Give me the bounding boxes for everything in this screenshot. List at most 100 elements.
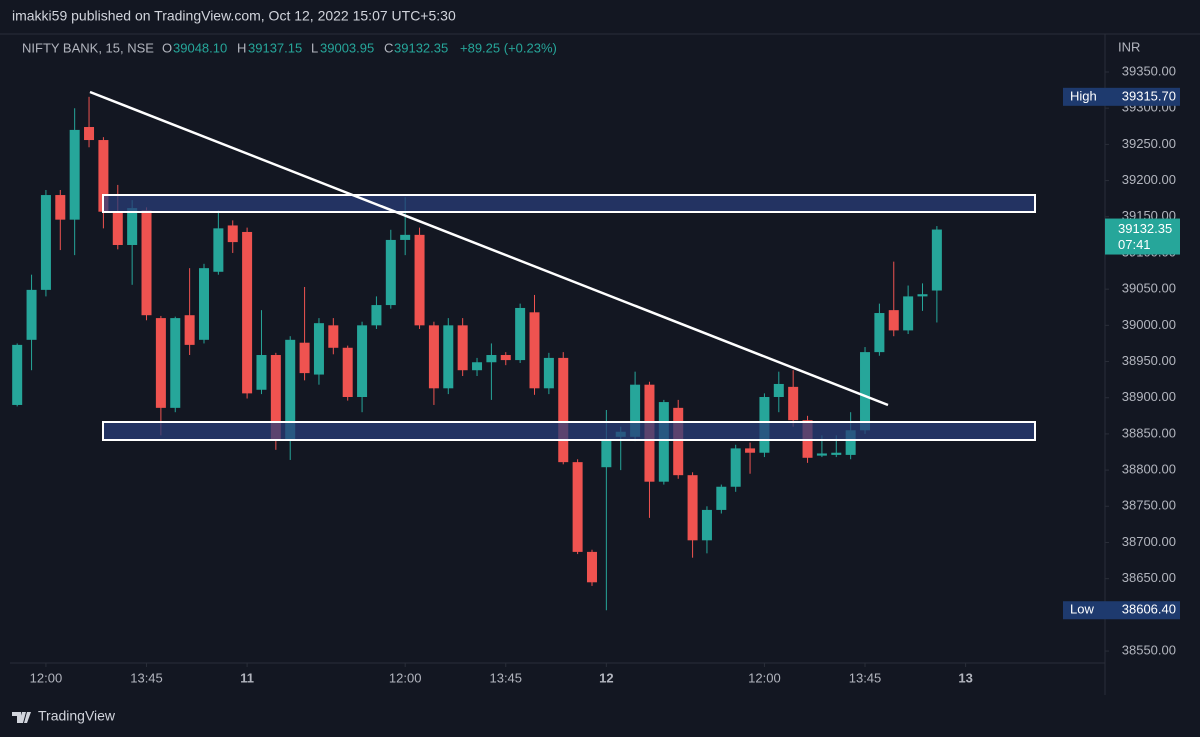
candle-body [687, 475, 698, 541]
candle-body [371, 305, 382, 326]
candle-body [98, 140, 109, 212]
candle-body [931, 229, 942, 291]
h-value: 39137.15 [248, 40, 302, 55]
price-marker-title: High [1070, 88, 1097, 103]
c-value: 39132.35 [394, 40, 448, 55]
candle-body [170, 318, 181, 408]
candle-body [745, 448, 756, 453]
l-value: 39003.95 [320, 40, 374, 55]
y-tick-label: 39350.00 [1122, 63, 1176, 78]
candle-body [357, 325, 368, 397]
x-tick-label: 12 [599, 670, 613, 685]
x-tick-label: 13:45 [130, 670, 163, 685]
candle-body [55, 195, 66, 220]
candle-body [184, 315, 195, 345]
y-tick-label: 38900.00 [1122, 389, 1176, 404]
candle-body [12, 344, 23, 405]
y-tick-label: 39250.00 [1122, 136, 1176, 151]
candle-body [328, 325, 339, 348]
candle-body [831, 452, 842, 455]
trend-line [89, 90, 889, 407]
candle-body [342, 347, 353, 397]
publisher: imakki59 published on TradingView.com, O… [12, 8, 456, 24]
candle-body [155, 318, 166, 408]
logo [12, 712, 31, 723]
y-tick-label: 38750.00 [1122, 498, 1176, 513]
resistance-zone [102, 194, 1036, 213]
candle-body [400, 234, 411, 240]
candle-body [270, 355, 281, 440]
candle-body [515, 307, 526, 361]
candle-body [227, 225, 238, 243]
last-price: 39132.35 [1118, 221, 1172, 236]
candle-body [773, 383, 784, 397]
currency: INR [1118, 39, 1140, 54]
y-tick-label: 38700.00 [1122, 534, 1176, 549]
candle-body [874, 313, 885, 353]
candle-body [572, 462, 583, 552]
x-tick-label: 12:00 [748, 670, 781, 685]
x-tick-label: 12:00 [30, 670, 63, 685]
candle-body [888, 310, 899, 331]
price-marker-bg [1063, 601, 1180, 620]
candles [12, 96, 942, 611]
candle-body [26, 289, 37, 340]
legend: NIFTY BANK, 15, NSE O 39048.10 H 39137.1… [22, 40, 557, 55]
l: L [311, 40, 318, 55]
o: O [162, 40, 172, 55]
candle-body [414, 234, 425, 326]
candle-body [457, 325, 468, 371]
candle-body [860, 352, 871, 431]
candle-body [558, 357, 569, 463]
candle-body [285, 339, 296, 440]
countdown: 07:41 [1118, 237, 1151, 252]
price-marker-title: Low [1070, 602, 1094, 617]
price-marker-value: 38606.40 [1122, 602, 1176, 617]
y-tick-label: 39000.00 [1122, 317, 1176, 332]
y-tick-label: 38800.00 [1122, 462, 1176, 477]
candle-body [242, 231, 253, 394]
c: C [384, 40, 393, 55]
price-marker-value: 39315.70 [1122, 88, 1176, 103]
footer-brand: TradingView [38, 708, 116, 724]
y-tick-label: 39200.00 [1122, 172, 1176, 187]
candle-body [141, 210, 152, 316]
support-zone [102, 421, 1036, 441]
y-tick-label: 38850.00 [1122, 425, 1176, 440]
candle-body [428, 325, 439, 389]
candle-body [543, 357, 554, 389]
candle-body [313, 323, 324, 375]
candle-body [917, 294, 928, 297]
candle-body [730, 448, 741, 487]
candle-body [385, 239, 396, 306]
candle-body [486, 355, 497, 363]
candle-body [529, 312, 540, 389]
x-tick-label: 13:45 [489, 670, 522, 685]
candle-body [256, 355, 267, 390]
change: +89.25 (+0.23%) [460, 40, 557, 55]
y-tick-label: 38650.00 [1122, 570, 1176, 585]
o-value: 39048.10 [173, 40, 227, 55]
y-tick-label: 38550.00 [1122, 642, 1176, 657]
price-marker-bg [1063, 87, 1180, 106]
y-tick-label: 39050.00 [1122, 281, 1176, 296]
candle-body [586, 551, 597, 583]
candle-body [40, 195, 51, 290]
candle-body [500, 355, 511, 361]
candle-body [658, 402, 669, 482]
x-tick-label: 13:45 [849, 670, 882, 685]
candle-body [84, 127, 95, 141]
candle-body [443, 325, 454, 389]
candle-body [716, 486, 727, 510]
last-price-bg [1105, 218, 1180, 255]
y-tick-label: 38950.00 [1122, 353, 1176, 368]
axes: 38550.00 38650.00 38700.00 38750.00 38800.00… [30, 63, 1180, 685]
x-tick-label: 11 [240, 670, 254, 685]
candle-body [299, 342, 310, 374]
candle-body [213, 228, 224, 272]
candle-body [701, 509, 712, 541]
candle-body [601, 439, 612, 468]
